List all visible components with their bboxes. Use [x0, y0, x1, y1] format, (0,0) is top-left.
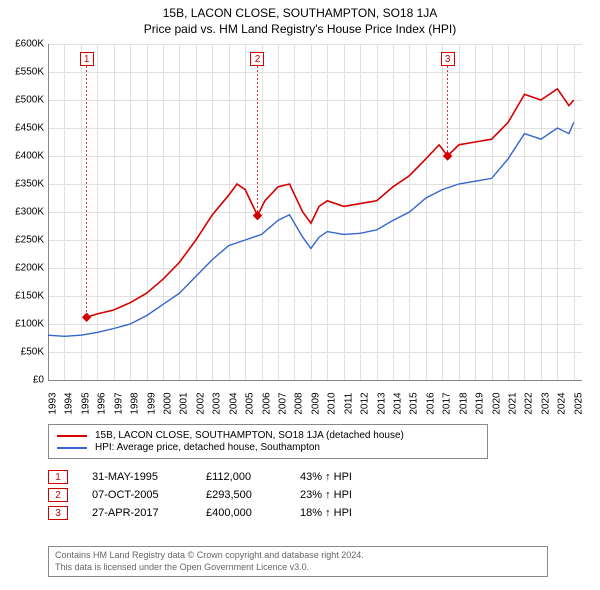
x-tick-label: 1997 [113, 392, 124, 414]
y-tick-label: £450K [4, 123, 44, 134]
x-tick-label: 1995 [80, 392, 91, 414]
x-tick-label: 2024 [557, 392, 568, 414]
chart-container: 15B, LACON CLOSE, SOUTHAMPTON, SO18 1JA … [0, 0, 600, 590]
x-tick-label: 2018 [458, 392, 469, 414]
y-tick-label: £600K [4, 39, 44, 50]
x-tick-label: 2006 [261, 392, 272, 414]
y-tick-label: £400K [4, 151, 44, 162]
x-tick-label: 2011 [343, 393, 354, 415]
x-axis [48, 380, 582, 381]
attribution-footer: Contains HM Land Registry data © Crown c… [48, 546, 548, 577]
x-tick-label: 2014 [393, 392, 404, 414]
x-tick-label: 2008 [294, 392, 305, 414]
x-tick-label: 2004 [228, 392, 239, 414]
legend-label-hpi: HPI: Average price, detached house, Sout… [95, 442, 320, 453]
plot-area: £0£50K£100K£150K£200K£250K£300K£350K£400… [48, 44, 582, 380]
sales-row-price-2: £293,500 [206, 489, 276, 501]
sales-row-pct-1: 43% ↑ HPI [300, 471, 380, 483]
x-tick-label: 2016 [426, 392, 437, 414]
x-tick-label: 2025 [573, 392, 584, 414]
sales-row-marker-3: 3 [48, 506, 68, 520]
y-tick-label: £100K [4, 319, 44, 330]
sales-row-1: 1 31-MAY-1995 £112,000 43% ↑ HPI [48, 470, 380, 484]
y-tick-label: £150K [4, 291, 44, 302]
y-tick-label: £250K [4, 235, 44, 246]
sales-row-pct-2: 23% ↑ HPI [300, 489, 380, 501]
x-tick-label: 1999 [146, 392, 157, 414]
sales-row-pct-3: 18% ↑ HPI [300, 507, 380, 519]
x-tick-label: 2023 [541, 392, 552, 414]
x-tick-label: 1994 [64, 392, 75, 414]
x-tick-label: 2021 [508, 392, 519, 414]
footer-line-1: Contains HM Land Registry data © Crown c… [55, 550, 541, 562]
sale-marker-point-1 [83, 313, 91, 321]
x-tick-label: 2015 [409, 392, 420, 414]
footer-line-2: This data is licensed under the Open Gov… [55, 562, 541, 574]
legend-row-hpi: HPI: Average price, detached house, Sout… [57, 442, 479, 453]
sales-row-date-2: 07-OCT-2005 [92, 489, 182, 501]
sales-row-3: 3 27-APR-2017 £400,000 18% ↑ HPI [48, 506, 380, 520]
legend-swatch-hpi [57, 447, 87, 449]
legend-swatch-property [57, 435, 87, 437]
x-tick-label: 1993 [48, 392, 59, 414]
chart-title: 15B, LACON CLOSE, SOUTHAMPTON, SO18 1JA [0, 0, 600, 20]
legend-label-property: 15B, LACON CLOSE, SOUTHAMPTON, SO18 1JA … [95, 430, 404, 441]
plot-svg [48, 44, 582, 380]
series-line-property [87, 89, 574, 317]
x-tick-label: 2005 [245, 392, 256, 414]
x-tick-label: 2020 [491, 392, 502, 414]
x-tick-label: 2010 [327, 392, 338, 414]
sales-row-price-1: £112,000 [206, 471, 276, 483]
x-tick-label: 1996 [97, 392, 108, 414]
y-tick-label: £0 [4, 375, 44, 386]
x-tick-label: 2019 [475, 392, 486, 414]
x-tick-label: 2012 [360, 392, 371, 414]
y-tick-label: £200K [4, 263, 44, 274]
sales-table: 1 31-MAY-1995 £112,000 43% ↑ HPI 2 07-OCT-200… [48, 466, 380, 524]
sale-marker-point-2 [253, 212, 261, 220]
sales-row-date-3: 27-APR-2017 [92, 507, 182, 519]
x-tick-label: 2007 [278, 392, 289, 414]
sales-row-marker-2: 2 [48, 488, 68, 502]
y-tick-label: £300K [4, 207, 44, 218]
x-tick-label: 2000 [163, 392, 174, 414]
y-tick-label: £350K [4, 179, 44, 190]
x-tick-label: 2017 [442, 392, 453, 414]
x-tick-label: 1998 [130, 392, 141, 414]
legend-row-property: 15B, LACON CLOSE, SOUTHAMPTON, SO18 1JA … [57, 430, 479, 441]
x-tick-label: 2022 [524, 392, 535, 414]
x-tick-label: 2009 [311, 392, 322, 414]
x-tick-label: 2002 [196, 392, 207, 414]
y-tick-label: £50K [4, 347, 44, 358]
sales-row-2: 2 07-OCT-2005 £293,500 23% ↑ HPI [48, 488, 380, 502]
x-tick-label: 2003 [212, 392, 223, 414]
sales-row-marker-1: 1 [48, 470, 68, 484]
sales-row-date-1: 31-MAY-1995 [92, 471, 182, 483]
x-tick-label: 2013 [376, 392, 387, 414]
chart-subtitle: Price paid vs. HM Land Registry's House … [0, 20, 600, 42]
legend: 15B, LACON CLOSE, SOUTHAMPTON, SO18 1JA … [48, 424, 488, 459]
sales-row-price-3: £400,000 [206, 507, 276, 519]
x-tick-label: 2001 [179, 392, 190, 414]
y-tick-label: £550K [4, 67, 44, 78]
y-tick-label: £500K [4, 95, 44, 106]
